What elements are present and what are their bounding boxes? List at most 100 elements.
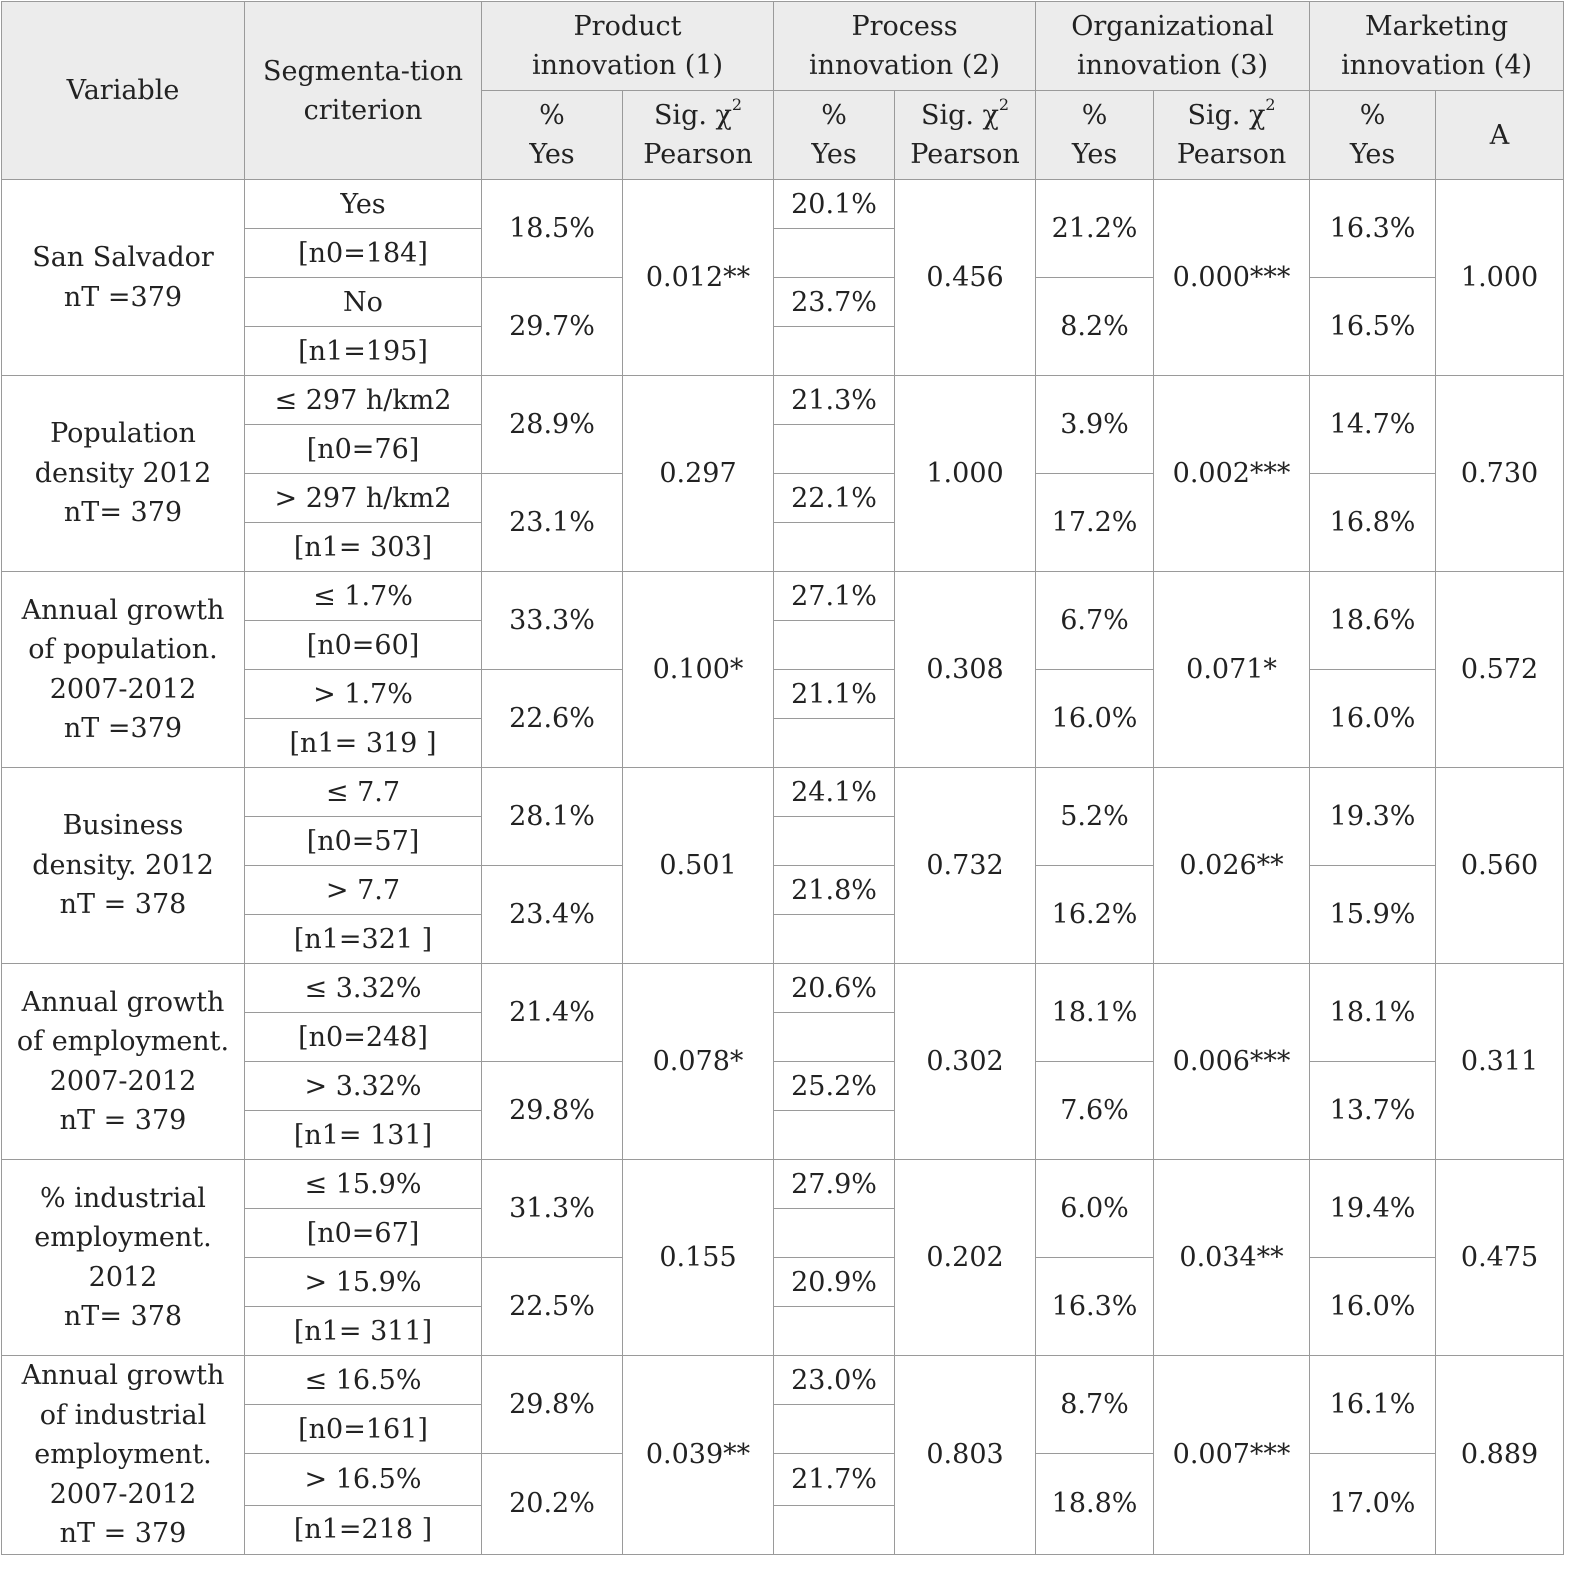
process-pct-yes-empty	[773, 718, 896, 768]
mkt-pct-yes: 16.1%	[1309, 1355, 1437, 1454]
variable-line: nT= 379	[63, 497, 183, 529]
criterion-cell: ≤ 3.32%	[244, 963, 482, 1013]
variable-line: Annual growth	[21, 594, 225, 626]
process-pct-yes-empty	[773, 1404, 896, 1454]
process-pct-yes: 22.1%	[773, 473, 896, 523]
process-pct-yes: 20.6%	[773, 963, 896, 1013]
process-pct-yes-empty	[773, 522, 896, 572]
process-pct-yes-empty	[773, 424, 896, 474]
criterion-cell: [n1= 319 ]	[244, 718, 482, 768]
mkt-pct-yes: 18.1%	[1309, 963, 1437, 1062]
table-row: % industrial employment. 2012 nT= 378 ≤ 15.9…	[1, 1159, 1565, 1356]
process-pct-yes: 20.1%	[773, 179, 896, 229]
table-row: [n1=218 ]	[2, 1504, 1564, 1555]
criterion-cell: ≤ 1.7%	[244, 571, 482, 621]
variable-cell: Annual growth of industrial employment. 200…	[1, 1355, 245, 1555]
subheader-sig-pearson: Sig. χ2 Pearson	[621, 90, 775, 180]
table-row: Annual growth of employment. 2007-2012 nT =…	[1, 963, 1565, 1160]
org-pct-yes: 16.3%	[1035, 1257, 1155, 1356]
subheader-pct-yes: % Yes	[1309, 90, 1437, 180]
org-pct-yes: 6.7%	[1035, 571, 1155, 670]
variable-line: of population.	[28, 634, 218, 665]
header-marketing-innovation: Marketing innovation (4)	[1309, 1, 1565, 91]
header-product-innovation: Product innovation (1)	[480, 1, 775, 91]
table-row: > 1.7% 22.6% 21.1% 16.0% 16.0%	[2, 669, 1564, 768]
org-pct-yes: 5.2%	[1035, 767, 1155, 866]
table-row: > 297 h/km2 23.1% 22.1% 17.2% 16.8%	[2, 473, 1564, 572]
criterion-cell: No	[244, 277, 482, 327]
table-row: > 15.9% 22.5% 20.9% 16.3% 16.0%	[2, 1257, 1564, 1356]
process-pct-yes: 20.9%	[773, 1257, 896, 1307]
process-pct-yes-empty	[773, 1504, 896, 1555]
subheader-pct-yes: % Yes	[1035, 90, 1155, 180]
criterion-cell: > 1.7%	[244, 669, 482, 719]
table-row: [n1=321 ]	[2, 914, 1564, 964]
process-pct-yes: 21.8%	[773, 865, 896, 915]
org-sig: 0.007***	[1153, 1355, 1311, 1555]
criterion-cell: [n1= 303]	[244, 522, 482, 572]
product-sig: 0.501	[621, 767, 775, 964]
variable-line: Annual growth	[21, 986, 225, 1018]
process-pct-yes: 21.3%	[773, 375, 896, 425]
table-row: San Salvador nT =379 Yes 18.5% 0.012** 20.1% 0…	[1, 179, 1565, 376]
criterion-cell: ≤ 7.7	[244, 767, 482, 817]
variable-cell: Population density 2012 nT= 379	[1, 375, 245, 572]
org-sig: 0.071*	[1153, 571, 1311, 768]
table-row: > 7.7 23.4% 21.8% 16.2% 15.9%	[2, 865, 1564, 964]
table-row: Annual growth of population. 2007-2012 nT =…	[1, 571, 1565, 768]
header-process-innovation: Process innovation (2)	[773, 1, 1037, 91]
criterion-cell: [n0=60]	[244, 620, 482, 670]
process-sig: 1.000	[894, 375, 1037, 572]
mkt-pct-yes: 16.8%	[1309, 473, 1437, 572]
table-row: [n0=60]	[2, 620, 1564, 670]
mkt-pct-yes: 15.9%	[1309, 865, 1437, 964]
product-pct-yes: 18.5%	[481, 179, 623, 278]
subheader-pct-yes: % Yes	[773, 90, 896, 180]
mkt-a: 0.572	[1435, 571, 1565, 768]
variable-line: nT = 379	[59, 1518, 187, 1549]
mkt-pct-yes: 16.0%	[1309, 669, 1437, 768]
org-pct-yes: 21.2%	[1035, 179, 1155, 278]
product-pct-yes: 29.7%	[481, 277, 623, 376]
variable-line: San Salvador	[32, 242, 214, 273]
process-sig: 0.302	[894, 963, 1037, 1160]
org-pct-yes: 18.1%	[1035, 963, 1155, 1062]
org-pct-yes: 3.9%	[1035, 375, 1155, 474]
table-row: [n0=161]	[2, 1404, 1564, 1454]
process-sig: 0.803	[894, 1355, 1037, 1555]
variable-line: Annual growth	[21, 1360, 225, 1391]
process-pct-yes: 24.1%	[773, 767, 896, 817]
criterion-cell: [n0=161]	[244, 1404, 482, 1454]
variable-line: 2007-2012	[49, 1478, 197, 1510]
org-sig: 0.026**	[1153, 767, 1311, 964]
product-sig: 0.100*	[621, 571, 775, 768]
header-variable: Variable	[1, 1, 245, 180]
org-sig: 0.006***	[1153, 963, 1311, 1160]
criterion-cell: ≤ 16.5%	[244, 1355, 482, 1405]
mkt-pct-yes: 18.6%	[1309, 571, 1437, 670]
product-sig: 0.297	[621, 375, 775, 572]
subheader-pct-yes: % Yes	[481, 90, 623, 180]
variable-line: Business	[62, 810, 184, 842]
variable-line: nT = 379	[59, 1105, 187, 1136]
mkt-a: 0.311	[1435, 963, 1565, 1160]
product-pct-yes: 23.4%	[481, 865, 623, 964]
criterion-cell: Yes	[244, 179, 482, 229]
table-row: > 16.5% 20.2% 21.7% 18.8% 17.0%	[2, 1453, 1564, 1555]
mkt-a: 0.730	[1435, 375, 1565, 572]
org-pct-yes: 7.6%	[1035, 1061, 1155, 1160]
process-pct-yes: 25.2%	[773, 1061, 896, 1111]
mkt-pct-yes: 16.0%	[1309, 1257, 1437, 1356]
product-pct-yes: 23.1%	[481, 473, 623, 572]
variable-line: 2012	[88, 1261, 158, 1293]
table-row: Annual growth of industrial employment. 200…	[1, 1355, 1565, 1555]
subheader-sig-pearson: Sig. χ2 Pearson	[1153, 90, 1311, 180]
process-pct-yes: 27.1%	[773, 571, 896, 621]
process-pct-yes: 27.9%	[773, 1159, 896, 1209]
org-sig: 0.000***	[1153, 179, 1311, 376]
product-pct-yes: 29.8%	[481, 1061, 623, 1160]
product-pct-yes: 28.9%	[481, 375, 623, 474]
criterion-cell: [n0=67]	[244, 1208, 482, 1258]
process-pct-yes-empty	[773, 914, 896, 964]
org-pct-yes: 16.0%	[1035, 669, 1155, 768]
